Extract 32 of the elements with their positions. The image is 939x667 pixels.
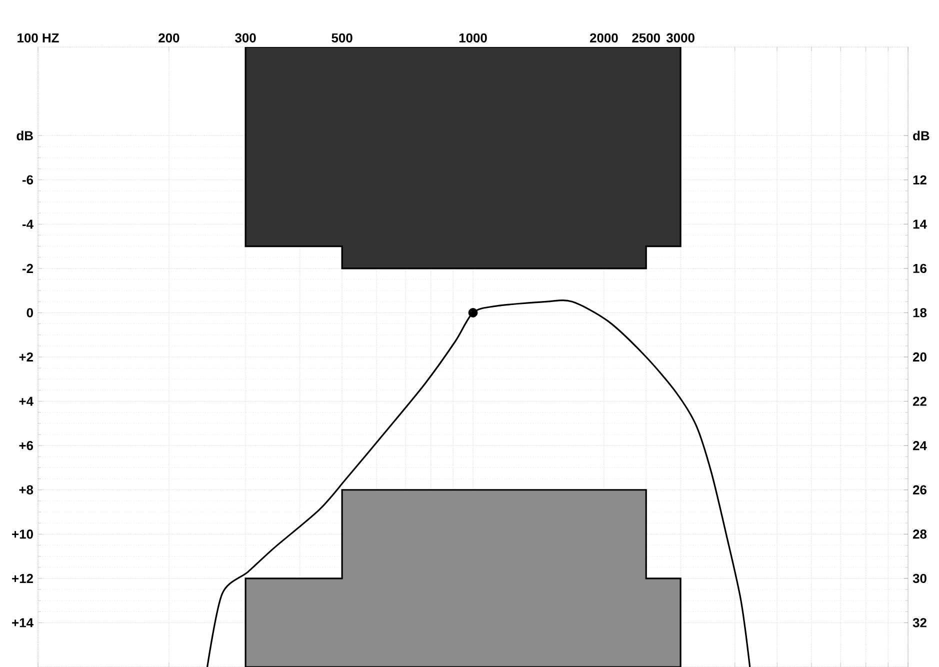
y-tick-label: +6 — [19, 440, 34, 450]
y-tick-label: +14 — [12, 618, 34, 628]
y2-tick-label: 22 — [913, 396, 926, 406]
y2-tick-label: 26 — [913, 485, 926, 494]
y-tick-label: 0 — [26, 308, 33, 318]
y2-tick-label: 28 — [913, 530, 927, 539]
x-tick-label: 1000 — [459, 33, 487, 42]
y2-tick-label: 16 — [913, 264, 926, 274]
y-tick-label: +10 — [12, 530, 33, 539]
y-tick-label: -2 — [22, 264, 33, 273]
x-tick-label: 500 — [332, 33, 352, 42]
y2-tick-label: 20 — [913, 352, 926, 362]
y-tick-label: +2 — [19, 352, 33, 362]
y2-tick-label: 24 — [913, 441, 927, 450]
y2-tick-label: 30 — [912, 574, 926, 584]
y-tick-label: dB — [16, 130, 33, 140]
y-tick-label: +12 — [12, 574, 33, 583]
x-tick-label: 100 HZ — [18, 33, 59, 42]
y-tick-label: +8 — [19, 485, 34, 494]
y2-tick-label: 32 — [912, 618, 926, 628]
y2-tick-label: 14 — [913, 220, 927, 229]
y2-tick-label: 12 — [913, 175, 926, 184]
x-tick-label: 2000 — [590, 33, 618, 42]
y-tick-label: +4 — [19, 396, 34, 406]
y-tick-label: -6 — [22, 175, 34, 184]
x-tick-label: 200 — [158, 33, 180, 42]
y2-tick-label: 18 — [913, 308, 927, 318]
y2-tick-label: dB — [913, 130, 930, 140]
x-tick-label: 300 — [235, 33, 256, 42]
x-tick-label: 3000 — [666, 33, 694, 42]
x-tick-label: 2500 — [632, 33, 660, 42]
y-tick-label: -4 — [22, 220, 34, 229]
